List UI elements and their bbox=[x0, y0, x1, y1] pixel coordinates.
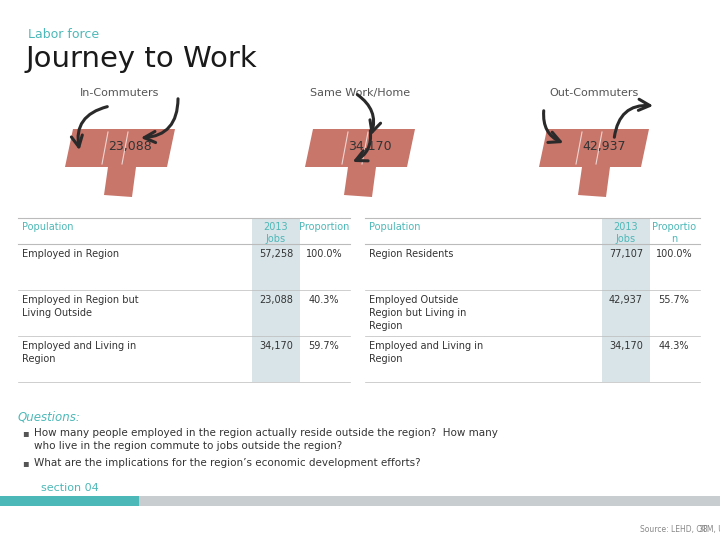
Text: ▪: ▪ bbox=[22, 428, 29, 438]
Text: 42,937: 42,937 bbox=[582, 140, 626, 153]
Text: Out-Commuters: Out-Commuters bbox=[549, 88, 639, 98]
Bar bbox=[0, 496, 139, 506]
Text: 77,107: 77,107 bbox=[609, 249, 643, 259]
Text: Proportio
n: Proportio n bbox=[652, 222, 696, 244]
Text: What are the implications for the region’s economic development efforts?: What are the implications for the region… bbox=[34, 458, 420, 468]
Text: Employed Outside: Employed Outside bbox=[369, 295, 458, 305]
Polygon shape bbox=[539, 129, 649, 167]
Text: 59.7%: 59.7% bbox=[309, 341, 339, 351]
Text: Region: Region bbox=[369, 354, 402, 364]
Text: Region: Region bbox=[369, 321, 402, 331]
Text: 100.0%: 100.0% bbox=[656, 249, 693, 259]
Bar bbox=[602, 218, 650, 382]
Text: 42,937: 42,937 bbox=[609, 295, 643, 305]
Text: Employed in Region but: Employed in Region but bbox=[22, 295, 139, 305]
Text: Employed and Living in: Employed and Living in bbox=[22, 341, 136, 351]
Text: Living Outside: Living Outside bbox=[22, 308, 92, 318]
Text: 44.3%: 44.3% bbox=[659, 341, 689, 351]
Bar bbox=[139, 496, 480, 506]
Text: 34,170: 34,170 bbox=[348, 140, 392, 153]
Text: 57,258: 57,258 bbox=[259, 249, 293, 259]
Text: Same Work/Home: Same Work/Home bbox=[310, 88, 410, 98]
Text: 34,170: 34,170 bbox=[259, 341, 293, 351]
Text: who live in the region commute to jobs outside the region?: who live in the region commute to jobs o… bbox=[34, 441, 342, 451]
Text: 2013
Jobs: 2013 Jobs bbox=[613, 222, 639, 244]
Text: 55.7%: 55.7% bbox=[659, 295, 690, 305]
Text: Region but Living in: Region but Living in bbox=[369, 308, 467, 318]
Text: 38: 38 bbox=[698, 525, 708, 534]
Text: Labor force: Labor force bbox=[28, 28, 99, 41]
Text: How many people employed in the region actually reside outside the region?  How : How many people employed in the region a… bbox=[34, 428, 498, 438]
Polygon shape bbox=[344, 167, 376, 197]
Text: 100.0%: 100.0% bbox=[306, 249, 342, 259]
Text: In-Commuters: In-Commuters bbox=[81, 88, 160, 98]
Text: Journey to Work: Journey to Work bbox=[26, 45, 258, 73]
Text: Employed and Living in: Employed and Living in bbox=[369, 341, 483, 351]
Text: Proportion: Proportion bbox=[299, 222, 349, 232]
Text: 23,088: 23,088 bbox=[259, 295, 293, 305]
Bar bbox=[252, 218, 300, 382]
Text: Source: LEHD, OTM, U.S. Census Bureau: Source: LEHD, OTM, U.S. Census Bureau bbox=[640, 525, 720, 534]
Text: Region: Region bbox=[22, 354, 55, 364]
Polygon shape bbox=[65, 129, 175, 167]
Text: Population: Population bbox=[22, 222, 73, 232]
Text: ▪: ▪ bbox=[22, 458, 29, 468]
Text: Population: Population bbox=[369, 222, 420, 232]
Text: Region Residents: Region Residents bbox=[369, 249, 454, 259]
Text: 2013
Jobs: 2013 Jobs bbox=[264, 222, 288, 244]
Text: Employed in Region: Employed in Region bbox=[22, 249, 119, 259]
Polygon shape bbox=[305, 129, 415, 167]
Polygon shape bbox=[578, 167, 610, 197]
Text: Questions:: Questions: bbox=[18, 410, 81, 423]
Text: 40.3%: 40.3% bbox=[309, 295, 339, 305]
Bar bbox=[480, 496, 720, 506]
Text: 23,088: 23,088 bbox=[108, 140, 152, 153]
Polygon shape bbox=[104, 167, 136, 197]
Text: 34,170: 34,170 bbox=[609, 341, 643, 351]
Text: section 04: section 04 bbox=[41, 483, 99, 493]
